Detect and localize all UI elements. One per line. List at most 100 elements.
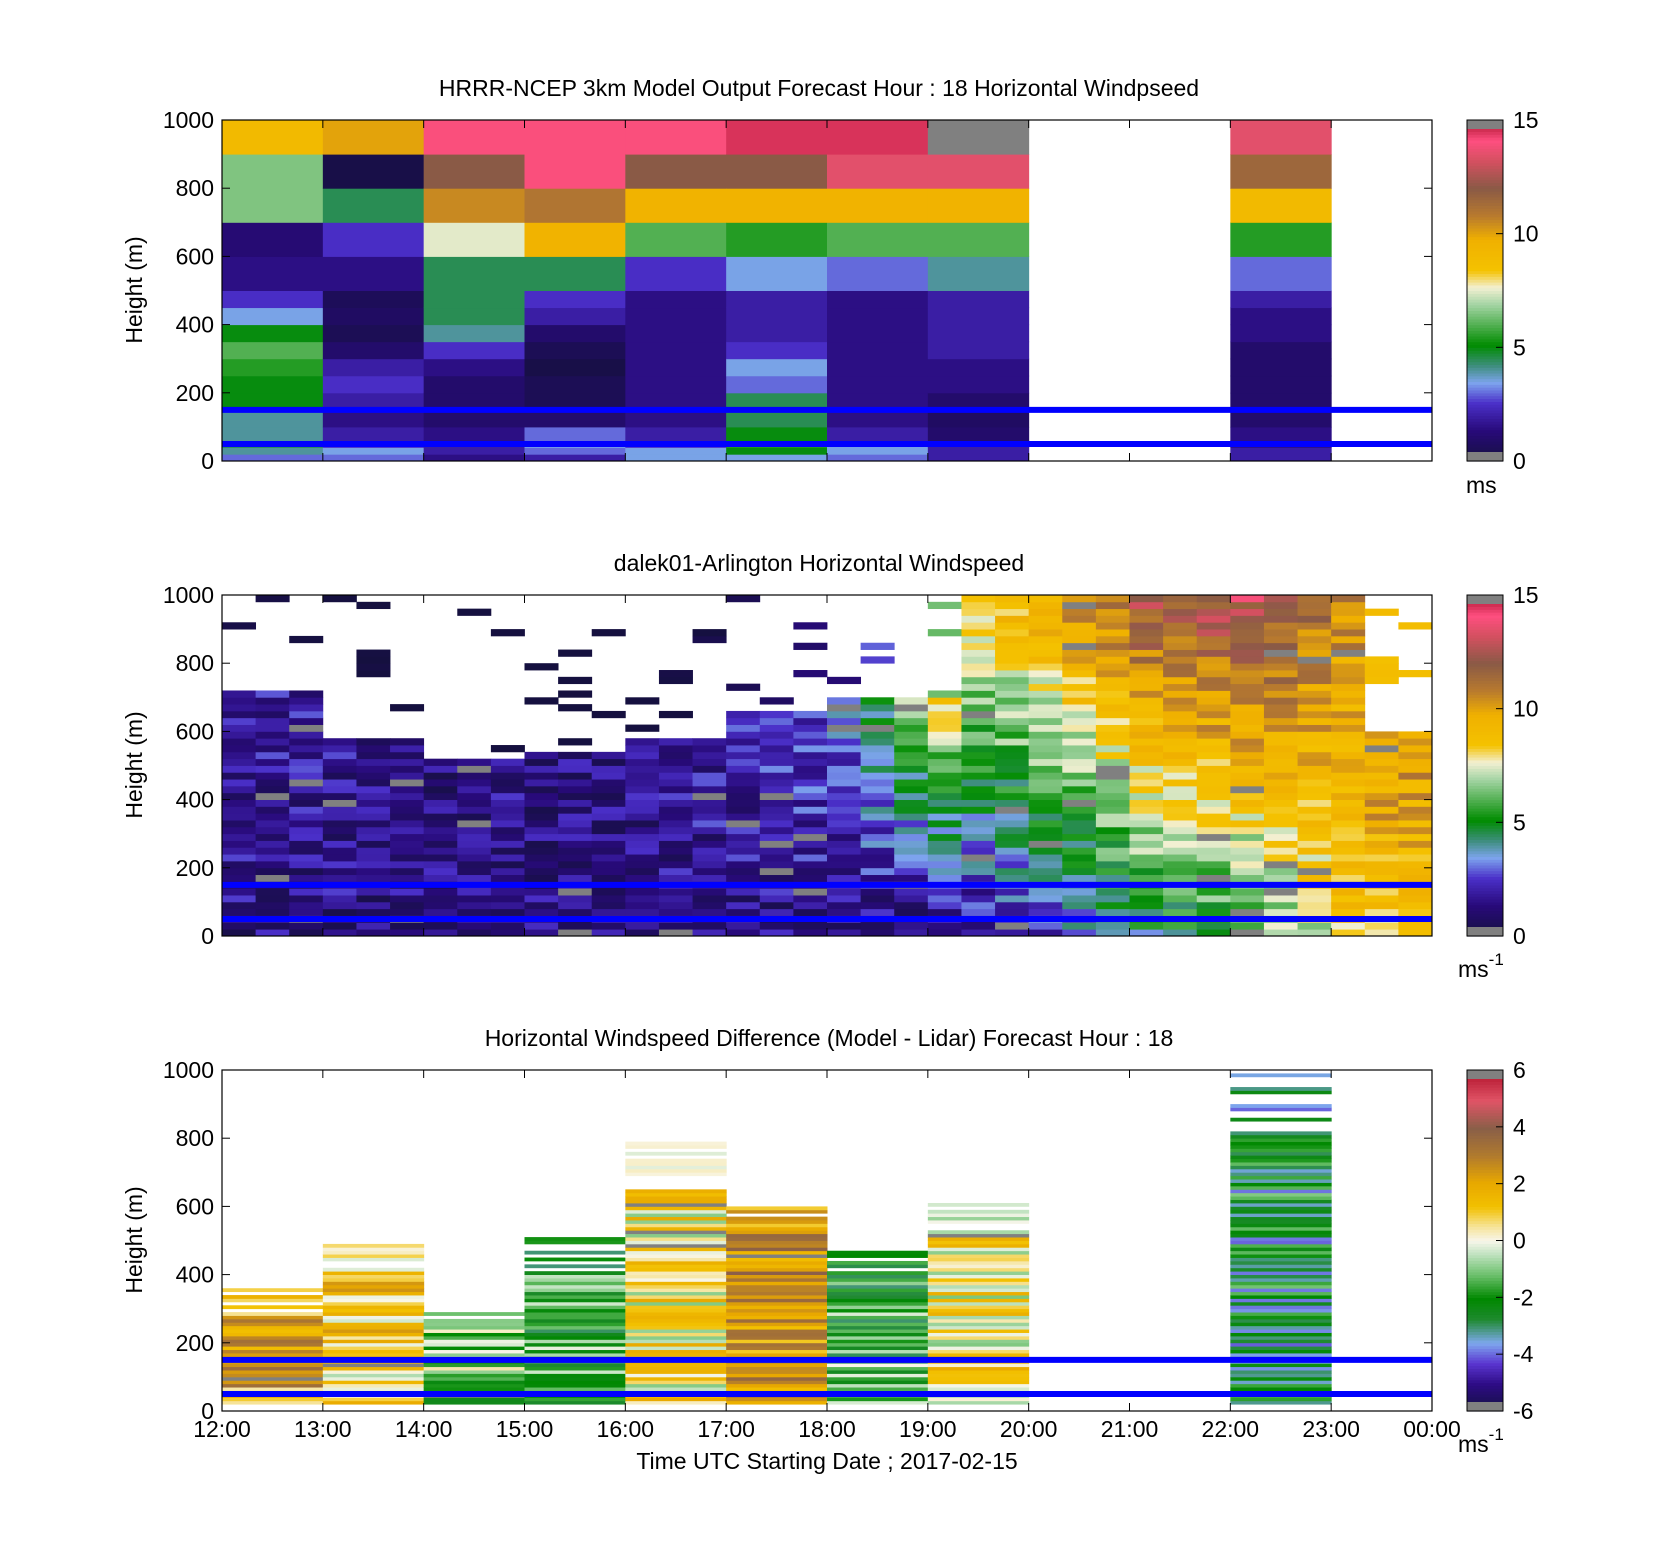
colorbar-segment (1467, 694, 1503, 698)
heatmap-cell (1028, 847, 1063, 855)
colorbar-segment (1467, 731, 1503, 735)
colorbar-segment (1467, 330, 1503, 334)
heatmap-cell (860, 901, 895, 910)
heatmap-cell (927, 188, 1030, 223)
heatmap-cell (289, 820, 324, 828)
heatmap-cell (827, 697, 862, 705)
heatmap-cell (625, 1240, 727, 1245)
heatmap-cell (726, 785, 761, 794)
heatmap-cell (322, 765, 357, 773)
heatmap-cell (894, 785, 929, 794)
heatmap-cell (1028, 860, 1063, 869)
heatmap-cell (222, 1353, 324, 1357)
colorbar-tick-label: 0 (1513, 448, 1526, 474)
heatmap-cell (726, 1254, 828, 1258)
heatmap-cell (1095, 867, 1130, 876)
heatmap-cell (524, 901, 559, 910)
heatmap-cell (524, 697, 559, 705)
heatmap-cell (827, 188, 929, 223)
heatmap-cell (961, 601, 996, 610)
heatmap-cell (1028, 710, 1063, 719)
heatmap-cell (692, 895, 727, 903)
colorbar-segment (1467, 304, 1503, 309)
heatmap-cell (1263, 785, 1298, 794)
colorbar-segment (1467, 654, 1503, 659)
heatmap-cell (726, 1301, 828, 1306)
heatmap-cell (524, 929, 559, 937)
heatmap-cell (1196, 806, 1231, 814)
colorbar-segment (1467, 443, 1503, 448)
heatmap-cell (1196, 901, 1231, 910)
heatmap-cell (827, 341, 929, 360)
heatmap-cell (1196, 683, 1231, 691)
heatmap-cell (759, 847, 794, 855)
heatmap-cell (356, 867, 391, 876)
heatmap-cell (827, 1322, 929, 1327)
heatmap-cell (1331, 765, 1366, 773)
heatmap-cell (1196, 642, 1231, 650)
heatmap-cell (894, 929, 929, 937)
heatmap-cell (591, 847, 626, 855)
heatmap-cell (289, 860, 324, 869)
heatmap-cell (1263, 724, 1298, 732)
heatmap-cell (1230, 392, 1332, 411)
heatmap-cell (1230, 615, 1265, 623)
heatmap-cell (1230, 1168, 1332, 1173)
heatmap-cell (591, 785, 626, 794)
heatmap-cell (1230, 1329, 1332, 1333)
heatmap-cell (1364, 745, 1399, 753)
colorbar-segment (1467, 836, 1503, 840)
heatmap-cell (222, 785, 257, 794)
heatmap-cell (289, 908, 324, 916)
colorbar-segment (1467, 364, 1503, 368)
heatmap-cell (1263, 772, 1298, 780)
colorbar-segment (1467, 728, 1503, 732)
colorbar-under-cap (1467, 927, 1503, 936)
heatmap-cell (961, 772, 996, 780)
heatmap-cell (1230, 731, 1265, 739)
heatmap-cell (726, 895, 761, 903)
heatmap-cell (322, 874, 357, 882)
heatmap-cell (625, 820, 660, 828)
heatmap-cell (625, 908, 660, 916)
heatmap-cell (827, 717, 862, 725)
heatmap-cell (1095, 676, 1130, 685)
colorbar-segment (1467, 1189, 1503, 1193)
heatmap-cell (759, 806, 794, 814)
heatmap-cell (390, 751, 425, 760)
heatmap-cell (1364, 908, 1399, 916)
heatmap-cell (1230, 1281, 1332, 1286)
colorbar-segment (1467, 882, 1503, 886)
colorbar-segment (1467, 1371, 1503, 1375)
heatmap-cell (1297, 697, 1332, 705)
heatmap-cell (390, 758, 425, 766)
heatmap-cell (1196, 867, 1231, 876)
heatmap-cell (793, 908, 828, 916)
heatmap-cell (1129, 745, 1164, 753)
heatmap-cell (1196, 908, 1231, 916)
heatmap-cell (322, 840, 357, 848)
heatmap-cell (423, 1400, 525, 1405)
heatmap-cell (322, 358, 425, 377)
heatmap-cell (356, 922, 391, 930)
x-tick-label: 13:00 (294, 1416, 352, 1442)
heatmap-cell (827, 426, 929, 442)
heatmap-cell (995, 595, 1030, 603)
heatmap-cell (1129, 642, 1164, 650)
heatmap-cell (726, 1387, 828, 1391)
heatmap-cell (692, 833, 727, 841)
heatmap-cell (322, 1329, 425, 1333)
heatmap-cell (255, 922, 290, 930)
heatmap-cell (1062, 731, 1097, 739)
colorbar-segment (1467, 876, 1503, 880)
heatmap-cell (625, 1312, 727, 1316)
heatmap-cell (289, 772, 324, 780)
heatmap-cell (1398, 792, 1433, 800)
heatmap-cell (322, 1366, 425, 1371)
heatmap-cell (726, 1342, 828, 1347)
heatmap-cell (457, 847, 492, 855)
heatmap-cell (1028, 908, 1063, 916)
heatmap-cell (390, 929, 425, 937)
heatmap-cell (423, 307, 525, 326)
heatmap-cell (1129, 908, 1164, 916)
